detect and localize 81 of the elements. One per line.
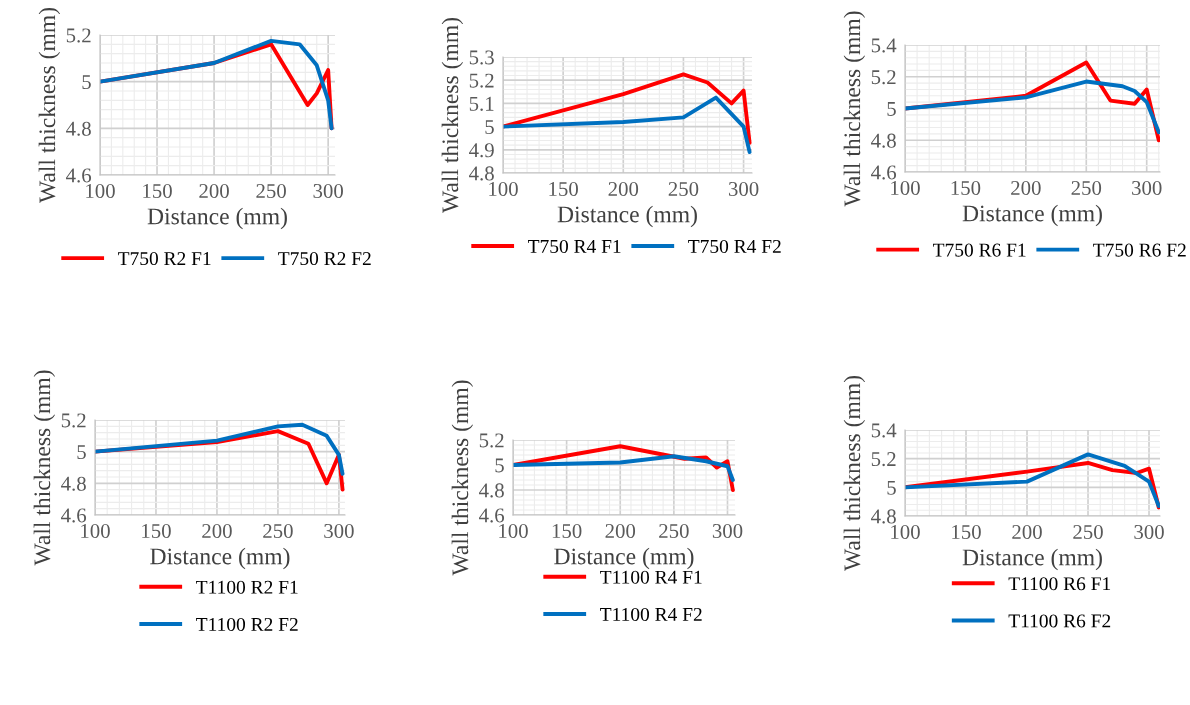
x-tick-label: 200 <box>608 181 639 196</box>
x-tick-label: 250 <box>256 183 286 198</box>
legend-label: T750 R4 F2 <box>688 239 781 254</box>
y-axis-title: Wall thickness (mm) <box>451 380 474 576</box>
x-tick-label: 200 <box>199 183 229 198</box>
x-axis-title: Distance (mm) <box>962 204 1102 227</box>
legend-label: T750 R2 F1 <box>118 251 211 266</box>
x-tick-label: 100 <box>499 523 528 538</box>
y-axis-title: Wall thickness (mm) <box>33 370 56 566</box>
y-tick-label: 5 <box>887 102 896 116</box>
x-tick-label: 150 <box>143 183 172 198</box>
x-axis-title: Distance (mm) <box>962 548 1102 571</box>
y-tick-label: 5.4 <box>871 38 897 53</box>
x-tick-label: 150 <box>952 524 981 539</box>
x-tick-label: 200 <box>605 523 636 538</box>
x-tick-label: 200 <box>1012 524 1042 539</box>
x-tick-label: 300 <box>728 181 759 196</box>
y-tick-label: 5 <box>887 480 896 495</box>
x-axis-title: Distance (mm) <box>557 205 697 228</box>
x-tick-label: 250 <box>659 523 689 538</box>
x-tick-label: 300 <box>712 523 743 538</box>
y-tick-label: 5.2 <box>61 413 86 428</box>
y-axis-title: Wall thickness (mm) <box>843 375 866 572</box>
x-tick-label: 150 <box>951 180 981 195</box>
y-tick-label: 5.4 <box>871 423 897 438</box>
y-axis-title: Wall thickness (mm) <box>441 17 464 214</box>
x-tick-label: 250 <box>263 523 293 538</box>
y-tick-label: 4.8 <box>469 166 494 181</box>
legend-label: T750 R6 F1 <box>933 243 1026 257</box>
y-tick-label: 4.6 <box>61 508 87 523</box>
legend-label: T1100 R2 F1 <box>196 580 298 594</box>
x-tick-label: 100 <box>891 180 920 195</box>
y-tick-label: 5.2 <box>871 452 896 467</box>
y-axis-title: Wall thickness (mm) <box>38 7 61 204</box>
x-tick-label: 100 <box>86 183 115 198</box>
x-tick-label: 100 <box>489 181 518 196</box>
legend-label: T1100 R2 F2 <box>196 617 298 631</box>
y-tick-label: 5 <box>485 120 494 135</box>
y-tick-label: 4.8 <box>61 476 86 491</box>
y-tick-label: 4.6 <box>66 168 92 183</box>
y-tick-label: 5.2 <box>469 73 494 88</box>
y-tick-label: 4.8 <box>66 121 91 136</box>
legend-label: T1100 R4 F2 <box>600 607 702 621</box>
x-tick-label: 150 <box>549 181 578 196</box>
y-tick-label: 4.8 <box>871 509 896 524</box>
x-tick-label: 200 <box>202 523 232 538</box>
legend-label: T1100 R4 F1 <box>600 570 702 584</box>
y-tick-label: 4.8 <box>479 483 504 498</box>
y-tick-label: 5 <box>82 75 91 90</box>
x-axis-title: Distance (mm) <box>150 547 290 570</box>
y-tick-label: 5.1 <box>469 96 494 111</box>
legend-label: T750 R4 F1 <box>528 239 621 254</box>
y-tick-label: 4.6 <box>479 508 505 523</box>
x-axis-title: Distance (mm) <box>554 547 694 570</box>
y-tick-label: 5 <box>495 458 504 473</box>
y-tick-label: 4.9 <box>469 143 494 158</box>
legend-label: T1100 R6 F1 <box>1008 577 1111 591</box>
x-tick-label: 100 <box>891 524 920 539</box>
x-tick-label: 300 <box>324 523 354 538</box>
y-tick-label: 5.2 <box>479 433 504 448</box>
x-tick-label: 300 <box>1132 180 1162 195</box>
y-tick-label: 4.8 <box>871 133 896 148</box>
legend-label: T750 R2 F2 <box>278 251 371 266</box>
y-tick-label: 5.2 <box>871 70 896 85</box>
x-axis-title: Distance (mm) <box>147 207 287 230</box>
x-tick-label: 200 <box>1011 180 1041 195</box>
x-tick-label: 250 <box>668 181 699 196</box>
y-tick-label: 4.6 <box>871 165 897 180</box>
x-tick-label: 150 <box>552 523 582 538</box>
x-tick-label: 150 <box>142 523 171 538</box>
legend-label: T1100 R6 F2 <box>1008 614 1111 628</box>
x-tick-label: 100 <box>81 523 110 538</box>
x-tick-label: 250 <box>1073 524 1103 539</box>
y-tick-label: 5 <box>77 445 86 460</box>
y-tick-label: 5.2 <box>66 28 91 43</box>
y-axis-title: Wall thickness (mm) <box>843 11 866 207</box>
legend-label: T750 R6 F2 <box>1093 243 1186 257</box>
x-tick-label: 300 <box>313 183 343 198</box>
x-tick-label: 250 <box>1071 180 1102 195</box>
x-tick-label: 300 <box>1134 524 1164 539</box>
y-tick-label: 5.3 <box>469 50 494 65</box>
